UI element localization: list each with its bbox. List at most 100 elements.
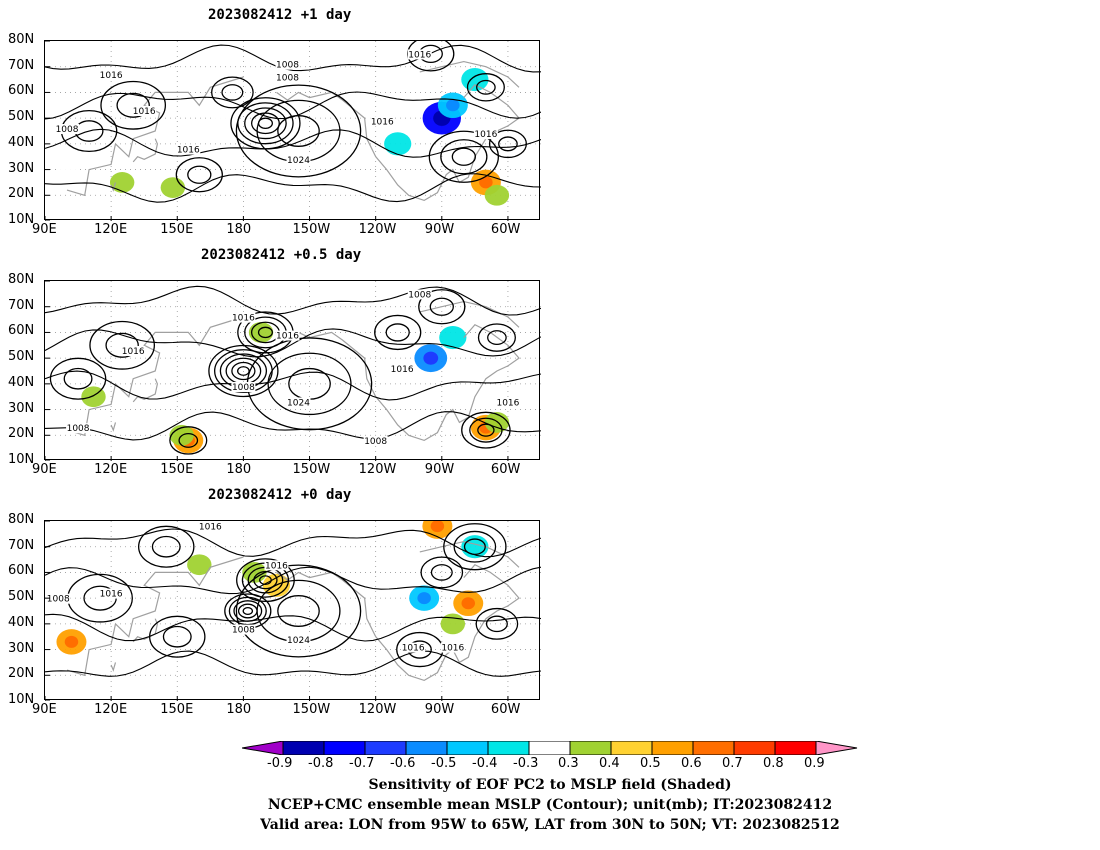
contour-label-bg [390, 364, 415, 374]
contour-label: 1016 [474, 130, 497, 140]
longitude-tick-label: 120E [94, 222, 128, 237]
coastline [132, 378, 159, 403]
mslp-contour [63, 367, 93, 390]
mslp-isobar [45, 528, 541, 558]
colorbar-tick-label: -0.5 [431, 756, 457, 771]
mslp-contour [277, 115, 320, 147]
latitude-tick-label: 60N [8, 323, 35, 339]
colorbar-segment [610, 740, 653, 756]
map-svg: 1016 1016 1016 1008 1008 1024 1016 1016 [45, 521, 541, 701]
longitude-tick-label: 180 [226, 462, 252, 477]
contour-label-bg [121, 346, 146, 356]
sensitivity-shading [54, 154, 80, 175]
sensitivity-shading-core [479, 176, 493, 189]
contour-label: 1016 [199, 523, 222, 533]
colorbar-segment [487, 740, 530, 756]
sensitivity-shading-core [446, 99, 460, 112]
contour-label-bg [231, 312, 256, 323]
footer-line-3: Valid area: LON from 95W to 65W, LAT fro… [260, 817, 840, 833]
panel-3-title: 2023082412 +0 day [208, 487, 352, 503]
mslp-contour [49, 357, 107, 400]
longitude-tick-label: 120E [94, 462, 128, 477]
sensitivity-shading [109, 172, 135, 193]
colorbar-segment [528, 740, 571, 756]
sensitivity-shading [407, 309, 432, 330]
mslp-contour [461, 411, 511, 449]
contour-label: 1016 [408, 50, 431, 60]
contour-label-bg [286, 634, 311, 645]
contour-label-bg [286, 397, 311, 408]
contour-label-bg [275, 59, 300, 70]
latitude-tick-label: 40N [8, 374, 35, 390]
mslp-contour [137, 525, 195, 568]
mslp-isobar [45, 650, 541, 677]
contour-label-bg [231, 624, 256, 635]
map-svg: 1008 1016 1016 1016 1008 1016 1024 1016 1008 1008 [45, 281, 541, 461]
mslp-contour [221, 84, 244, 101]
contour-label: 1016 [265, 561, 288, 571]
mslp-contour [420, 556, 464, 589]
mslp-isobar [45, 328, 541, 358]
colorbar-segment [569, 740, 612, 756]
contour-label-bg [407, 289, 432, 300]
mslp-contour [267, 352, 352, 416]
latitude-tick-label: 70N [8, 297, 35, 313]
mslp-contour [257, 326, 273, 339]
mslp-isobar [45, 44, 541, 73]
contour-label: 1008 [276, 74, 299, 84]
latitude-tick-label: 10N [8, 692, 35, 707]
latitude-tick-label: 60N [8, 563, 35, 579]
contour-label: 1024 [287, 398, 310, 408]
mslp-contour [256, 579, 341, 643]
panel-1-title: 2023082412 +1 day [208, 7, 352, 23]
colorbar-tick-label: -0.4 [472, 756, 498, 771]
mslp-contour [385, 323, 410, 342]
mslp-contour [162, 625, 192, 648]
sensitivity-shading [213, 105, 238, 126]
coastline [276, 323, 520, 442]
contour-label: 1024 [287, 156, 310, 166]
mslp-contour [89, 320, 156, 370]
coastline [276, 83, 520, 202]
mslp-contour [485, 615, 508, 633]
latitude-tick-label: 30N [8, 640, 35, 656]
colorbar-tick-label: 0.3 [558, 756, 579, 771]
contour-label-bg [176, 144, 201, 155]
sensitivity-shading-core [417, 592, 431, 605]
map-svg: 1016 1008 1016 1008 1016 1016 1008 1016 1024 1016 [45, 41, 541, 221]
coastline [419, 300, 520, 328]
longitude-tick-label: 120W [358, 222, 397, 237]
contour-label: 1016 [402, 644, 425, 654]
contour-label: 1016 [391, 365, 414, 375]
longitude-tick-label: 120W [358, 702, 397, 717]
sensitivity-shading [187, 554, 212, 576]
colorbar-tick-label: 0.6 [681, 756, 702, 771]
longitude-tick-label: 150E [160, 702, 194, 717]
contour-label-bg [407, 49, 432, 60]
latitude-tick-label: 50N [8, 349, 35, 365]
longitude-tick-label: 150E [160, 222, 194, 237]
mslp-contour [469, 417, 503, 443]
latitude-tick-label: 70N [8, 537, 35, 553]
coastline [110, 662, 117, 672]
contour-label-bg [363, 436, 388, 446]
mslp-isobar [45, 566, 541, 595]
colorbar-tick-label: -0.7 [349, 756, 375, 771]
contour-label-bg [46, 593, 71, 604]
sensitivity-shading [461, 68, 489, 92]
contour-label: 1008 [67, 424, 90, 434]
longitude-tick-label: 90W [424, 702, 455, 717]
sensitivity-shading [384, 132, 412, 156]
sensitivity-shading-core [430, 521, 445, 533]
contour-label: 1016 [122, 347, 145, 357]
sensitivity-shading [160, 177, 186, 198]
contour-label-bg [286, 154, 311, 165]
contour-label: 1016 [276, 332, 299, 342]
mslp-contour [235, 564, 362, 658]
coastline [110, 422, 117, 432]
mslp-contour [237, 102, 294, 145]
longitude-tick-label: 90W [424, 222, 455, 237]
contour-label-bg [275, 330, 300, 341]
contour-label: 1008 [408, 290, 431, 300]
colorbar-segment [405, 740, 448, 756]
